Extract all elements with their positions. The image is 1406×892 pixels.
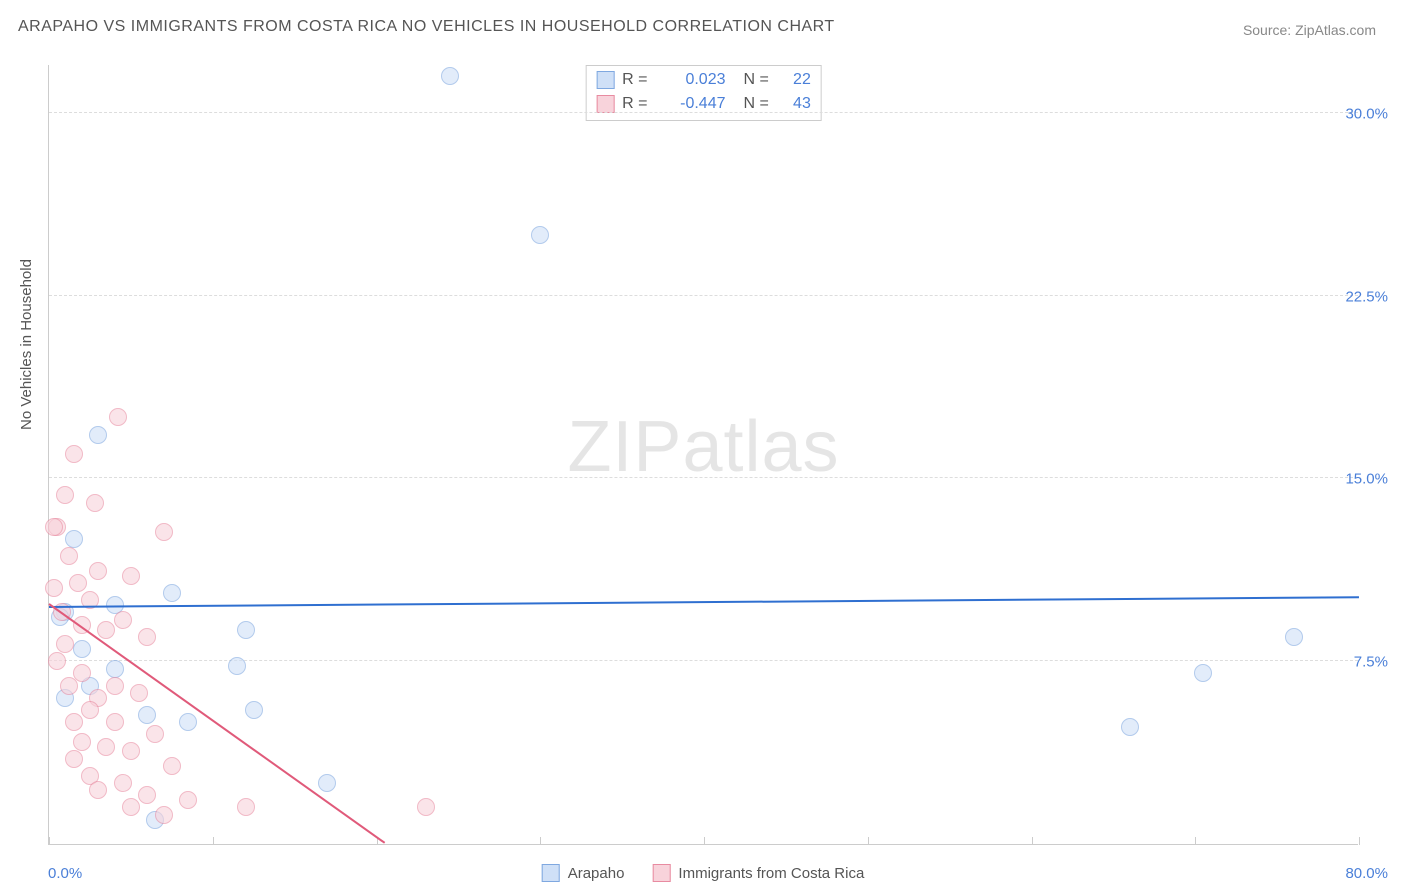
- gridline: [49, 477, 1358, 478]
- data-point: [146, 725, 164, 743]
- data-point: [86, 494, 104, 512]
- y-tick-label: 30.0%: [1345, 105, 1388, 122]
- data-point: [56, 635, 74, 653]
- data-point: [65, 445, 83, 463]
- legend-r-value: 0.023: [656, 68, 726, 92]
- data-point: [60, 547, 78, 565]
- data-point: [417, 798, 435, 816]
- legend-swatch: [542, 864, 560, 882]
- data-point: [65, 750, 83, 768]
- x-axis-min-label: 0.0%: [48, 865, 82, 882]
- series-name: Arapaho: [568, 865, 625, 882]
- legend-n-label: N =: [744, 68, 769, 92]
- data-point: [89, 426, 107, 444]
- data-point: [228, 657, 246, 675]
- data-point: [65, 530, 83, 548]
- data-point: [179, 713, 197, 731]
- legend-swatch: [652, 864, 670, 882]
- watermark-light: atlas: [682, 406, 839, 486]
- data-point: [318, 774, 336, 792]
- data-point: [155, 806, 173, 824]
- x-tick: [868, 837, 869, 845]
- x-tick: [213, 837, 214, 845]
- trend-line: [49, 596, 1359, 608]
- data-point: [73, 640, 91, 658]
- data-point: [122, 798, 140, 816]
- plot-area: ZIPatlas R =0.023N =22R =-0.447N =43: [48, 65, 1358, 845]
- data-point: [179, 791, 197, 809]
- data-point: [1121, 718, 1139, 736]
- x-tick: [1359, 837, 1360, 845]
- y-tick-label: 15.0%: [1345, 471, 1388, 488]
- data-point: [237, 798, 255, 816]
- data-point: [122, 742, 140, 760]
- chart-title: ARAPAHO VS IMMIGRANTS FROM COSTA RICA NO…: [18, 18, 835, 36]
- data-point: [155, 523, 173, 541]
- legend-swatch: [596, 71, 614, 89]
- y-tick-label: 7.5%: [1354, 654, 1388, 671]
- data-point: [65, 713, 83, 731]
- source-attribution: Source: ZipAtlas.com: [1243, 22, 1376, 38]
- data-point: [106, 713, 124, 731]
- data-point: [114, 774, 132, 792]
- data-point: [245, 701, 263, 719]
- data-point: [1285, 628, 1303, 646]
- data-point: [163, 757, 181, 775]
- data-point: [97, 738, 115, 756]
- series-name: Immigrants from Costa Rica: [678, 865, 864, 882]
- data-point: [106, 660, 124, 678]
- data-point: [163, 584, 181, 602]
- data-point: [60, 677, 78, 695]
- data-point: [89, 562, 107, 580]
- data-point: [114, 611, 132, 629]
- data-point: [106, 677, 124, 695]
- watermark: ZIPatlas: [567, 405, 839, 487]
- x-axis-max-label: 80.0%: [1345, 865, 1388, 882]
- trend-line: [48, 603, 385, 844]
- data-point: [122, 567, 140, 585]
- y-tick-label: 22.5%: [1345, 288, 1388, 305]
- data-point: [138, 628, 156, 646]
- legend-n-value: 22: [777, 68, 811, 92]
- x-tick: [1195, 837, 1196, 845]
- data-point: [130, 684, 148, 702]
- data-point: [109, 408, 127, 426]
- x-tick: [704, 837, 705, 845]
- data-point: [48, 652, 66, 670]
- series-legend: Arapaho Immigrants from Costa Rica: [542, 864, 865, 882]
- gridline: [49, 112, 1358, 113]
- data-point: [531, 226, 549, 244]
- series-legend-item: Arapaho: [542, 864, 625, 882]
- legend-swatch: [596, 95, 614, 113]
- data-point: [81, 701, 99, 719]
- data-point: [69, 574, 87, 592]
- watermark-bold: ZIP: [567, 406, 682, 486]
- data-point: [45, 518, 63, 536]
- data-point: [45, 579, 63, 597]
- gridline: [49, 295, 1358, 296]
- data-point: [138, 786, 156, 804]
- data-point: [89, 781, 107, 799]
- series-legend-item: Immigrants from Costa Rica: [652, 864, 864, 882]
- data-point: [1194, 664, 1212, 682]
- data-point: [441, 67, 459, 85]
- x-tick: [540, 837, 541, 845]
- legend-r-label: R =: [622, 68, 647, 92]
- x-tick: [49, 837, 50, 845]
- x-tick: [1032, 837, 1033, 845]
- data-point: [56, 486, 74, 504]
- data-point: [138, 706, 156, 724]
- data-point: [237, 621, 255, 639]
- y-axis-label: No Vehicles in Household: [18, 259, 35, 430]
- data-point: [97, 621, 115, 639]
- legend-row: R = 0.023 N = 22: [596, 68, 811, 92]
- data-point: [73, 733, 91, 751]
